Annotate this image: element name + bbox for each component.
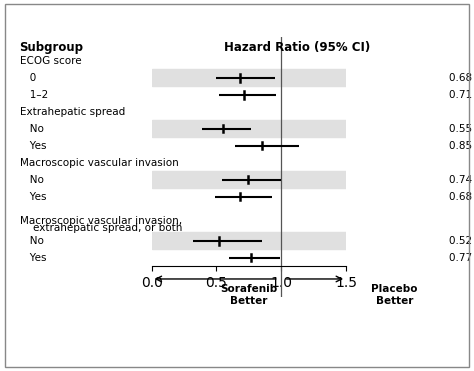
Bar: [152, 120, 346, 137]
Text: 1–2: 1–2: [19, 90, 48, 100]
Text: 0.85 (0.64–1.14): 0.85 (0.64–1.14): [449, 141, 474, 151]
Text: Extrahepatic spread: Extrahepatic spread: [19, 107, 125, 117]
Text: extrahepatic spread, or both: extrahepatic spread, or both: [19, 223, 182, 233]
Text: Hazard Ratio (95% CI): Hazard Ratio (95% CI): [224, 41, 371, 54]
Text: Placebo
Better: Placebo Better: [371, 284, 418, 306]
Text: 0.74 (0.54–1.00): 0.74 (0.54–1.00): [449, 175, 474, 185]
Bar: [152, 69, 346, 86]
Text: 0.77 (0.60–0.99): 0.77 (0.60–0.99): [449, 253, 474, 263]
Text: No: No: [19, 175, 44, 185]
Text: 0.68 (0.49–0.93): 0.68 (0.49–0.93): [449, 192, 474, 202]
Text: Yes: Yes: [19, 192, 46, 202]
Text: No: No: [19, 124, 44, 134]
Text: Yes: Yes: [19, 253, 46, 263]
Text: ECOG score: ECOG score: [19, 56, 81, 66]
Text: 0.68 (0.50–0.95): 0.68 (0.50–0.95): [449, 73, 474, 83]
Text: No: No: [19, 236, 44, 246]
Text: 0.52 (0.32–0.85): 0.52 (0.32–0.85): [449, 236, 474, 246]
Bar: [152, 171, 346, 188]
Bar: [152, 232, 346, 249]
Text: 0: 0: [19, 73, 36, 83]
Text: Macroscopic vascular invasion,: Macroscopic vascular invasion,: [19, 216, 182, 226]
Text: Macroscopic vascular invasion: Macroscopic vascular invasion: [19, 158, 178, 168]
Text: 0.55 (0.39–0.77): 0.55 (0.39–0.77): [449, 124, 474, 134]
Text: Yes: Yes: [19, 141, 46, 151]
Text: Sorafenib
Better: Sorafenib Better: [220, 284, 277, 306]
Text: Subgroup: Subgroup: [19, 41, 83, 54]
Text: 0.71 (0.52–0.96): 0.71 (0.52–0.96): [449, 90, 474, 100]
